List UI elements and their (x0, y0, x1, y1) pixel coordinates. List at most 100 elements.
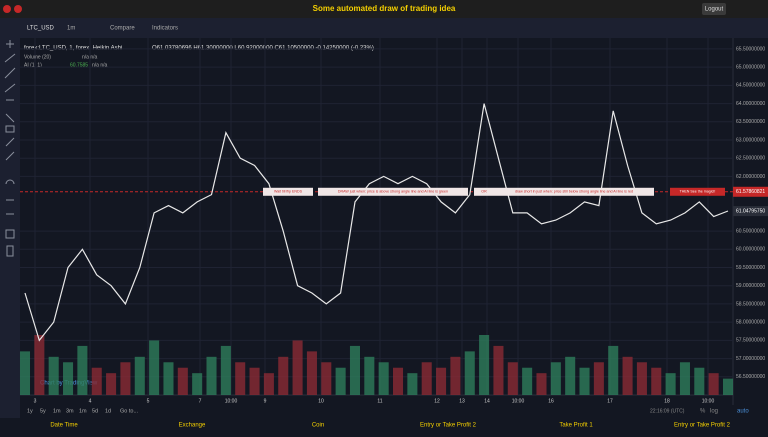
tab[interactable]: Entry or Take Profit 2 (674, 423, 731, 429)
y-tick-label: 58.00000000 (736, 319, 765, 325)
x-tick-label: 10:00 (225, 398, 238, 404)
volume-bar (48, 356, 59, 395)
tab[interactable]: Entry or Take Profit 2 (420, 423, 477, 429)
indicators[interactable]: Indicators (152, 26, 178, 32)
volume-bar (235, 362, 246, 395)
tab[interactable]: Exchange (179, 423, 206, 429)
title: Some automated draw of trading idea (313, 4, 456, 13)
legend-ai-value: 60.7585 (70, 62, 88, 68)
volume-bar (436, 367, 447, 395)
x-tick-label: 9 (264, 398, 267, 404)
volume-bar (34, 335, 45, 395)
volume-bar (392, 367, 404, 395)
volume-bar (106, 373, 117, 395)
volume-bar (149, 340, 160, 395)
volume-bar (192, 373, 203, 395)
x-tick-label: 10:00 (512, 398, 525, 404)
auto[interactable]: auto (737, 409, 749, 415)
volume-bar (19, 351, 31, 395)
top-bar (0, 0, 768, 18)
range-button[interactable]: 1d (105, 408, 111, 414)
x-tick-label: 7 (199, 398, 202, 404)
percent[interactable]: % (700, 409, 706, 415)
y-tick-label: 60.50000000 (736, 228, 765, 234)
volume-bar (249, 367, 260, 395)
annotation: Wait till flip ENDS (274, 190, 303, 194)
range-button[interactable]: 5d (92, 408, 98, 414)
x-tick-label: 16 (548, 398, 554, 404)
x-tick-label: 5 (147, 398, 150, 404)
volume-bar (177, 367, 188, 395)
volume-bar (321, 362, 332, 395)
volume-bar (679, 362, 690, 395)
marker-label-bg (733, 186, 768, 197)
y-tick-label: 63.00000000 (736, 137, 765, 143)
range-button[interactable]: 5y (40, 408, 46, 414)
x-tick-label: 12 (434, 398, 440, 404)
volume-bar (464, 351, 475, 395)
legend-volume: Volume (20) (24, 54, 51, 60)
volume-bar (335, 367, 346, 395)
icon (14, 5, 22, 13)
last-price-bg (733, 206, 768, 217)
volume-bar (120, 362, 131, 395)
volume-bar (550, 362, 561, 395)
annotation-box (670, 187, 725, 196)
volume-bar (77, 345, 88, 395)
volume-bar (694, 367, 705, 395)
log[interactable]: log (710, 409, 718, 415)
volume-bar (421, 362, 432, 395)
volume-bar (134, 356, 145, 395)
volume-bar (522, 367, 533, 395)
range-button[interactable]: Go to... (120, 408, 139, 414)
y-tick-label: 62.50000000 (736, 156, 765, 162)
y-tick-label: 64.00000000 (736, 101, 765, 107)
y-tick-label: 58.50000000 (736, 301, 765, 307)
legend-ai: AI (1, 1) (24, 62, 42, 68)
volume-bar (278, 356, 289, 395)
last-price-label: 61.04795750 (736, 208, 765, 214)
y-tick-label: 63.50000000 (736, 119, 765, 125)
tab[interactable]: Coin (312, 423, 324, 429)
x-tick-label: 13 (459, 398, 465, 404)
interval[interactable]: 1m (67, 26, 75, 32)
y-tick-label: 60.00000000 (736, 247, 765, 253)
logout[interactable]: Logout (705, 7, 724, 13)
volume-bar (364, 356, 375, 395)
symbol[interactable]: LTC_USD (27, 26, 55, 32)
volume-bar (63, 362, 74, 395)
volume-bar (708, 373, 719, 395)
range-button[interactable]: 1y (27, 408, 33, 414)
price-line (24, 103, 729, 342)
tab[interactable]: Take Profit 1 (559, 423, 593, 429)
compare[interactable]: Compare (110, 26, 135, 32)
range-button[interactable]: 1m (53, 408, 61, 414)
volume-bar (579, 367, 590, 395)
y-tick-label: 59.00000000 (736, 283, 765, 289)
y-tick-label: 65.00000000 (736, 64, 765, 70)
volume-bar (593, 362, 604, 395)
y-tick-label: 56.50000000 (736, 374, 765, 380)
range-button[interactable]: 3m (66, 408, 74, 414)
y-tick-label: 57.50000000 (736, 338, 765, 344)
tab[interactable]: Date Time (50, 423, 78, 429)
logout-button[interactable] (702, 3, 726, 15)
y-tick-label: 64.50000000 (736, 83, 765, 89)
volume-bar (479, 335, 490, 395)
x-tick-label: 10:00 (702, 398, 715, 404)
volume-bar (378, 362, 389, 395)
range-button[interactable]: 1m (79, 408, 87, 414)
toolbar (0, 18, 768, 38)
left-toolbar (0, 38, 20, 432)
x-tick-label: 3 (34, 398, 37, 404)
annotation: THEN See the magic!! (680, 190, 716, 194)
annotation-box (494, 187, 654, 196)
volume-bar (163, 362, 174, 395)
volume-bar (507, 362, 518, 395)
y-tick-label: 62.00000000 (736, 174, 765, 180)
volume-bar (349, 345, 361, 395)
annotation-box (318, 187, 468, 196)
